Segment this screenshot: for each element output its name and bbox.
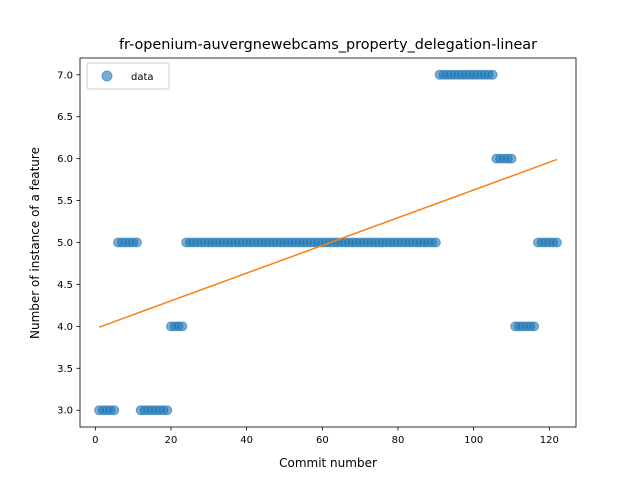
data-point xyxy=(551,237,562,248)
data-point xyxy=(529,321,540,332)
y-tick-label: 3.0 xyxy=(57,406,73,417)
fit-line xyxy=(98,158,558,328)
plot-area: 0 20 40 60 80 100 120 3.0 3.5 4.0 4.5 5.0 5.5 6.0 6.5 7… xyxy=(57,57,577,446)
data-point xyxy=(162,405,173,416)
data-point xyxy=(506,153,517,164)
y-tick-label: 4.5 xyxy=(57,280,73,291)
y-tick-label: 7.0 xyxy=(57,70,73,81)
y-tick-label: 6.0 xyxy=(57,154,73,165)
y-tick-label: 4.0 xyxy=(57,322,73,333)
x-tick-label: 60 xyxy=(316,435,329,446)
data-point xyxy=(177,321,188,332)
y-axis-label: Number of instance of a feature xyxy=(28,147,42,339)
chart-title: fr-openium-auvergnewebcams_property_dele… xyxy=(119,37,537,53)
x-tick-label: 20 xyxy=(165,435,178,446)
x-axis-label: Commit number xyxy=(279,456,377,470)
y-tick-label: 6.5 xyxy=(57,112,73,123)
y-tick-label: 5.5 xyxy=(57,196,73,207)
x-tick-label: 40 xyxy=(240,435,253,446)
legend: data xyxy=(86,62,170,90)
y-tick-label: 3.5 xyxy=(57,364,73,375)
data-point xyxy=(430,237,441,248)
x-tick-label: 100 xyxy=(464,435,483,446)
x-tick-label: 120 xyxy=(540,435,559,446)
data-point xyxy=(131,237,142,248)
legend-marker xyxy=(101,70,113,82)
legend-label: data xyxy=(131,72,154,83)
x-tick-label: 80 xyxy=(392,435,405,446)
x-tick-label: 0 xyxy=(92,435,98,446)
data-point xyxy=(109,405,120,416)
legend-frame xyxy=(86,62,170,90)
y-tick-label: 5.0 xyxy=(57,238,73,249)
data-point xyxy=(487,69,498,80)
